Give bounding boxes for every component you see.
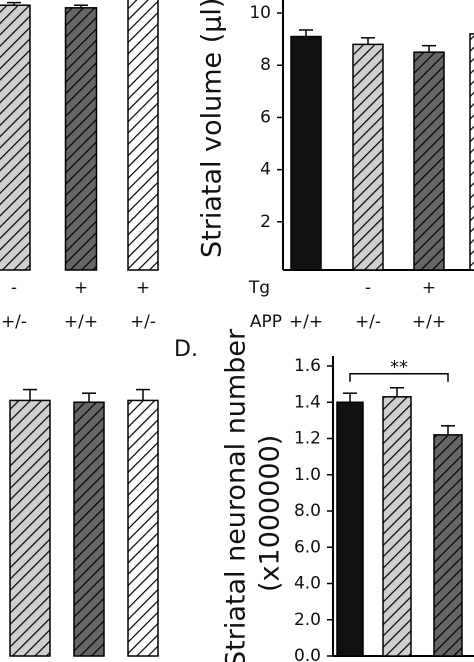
error-bar: [390, 387, 404, 397]
category-label: +/+: [64, 312, 98, 332]
category-label: +/-: [130, 312, 156, 332]
bar: [64, 7, 98, 271]
y-tick-label: 1.6: [294, 356, 321, 376]
bar: [127, 0, 159, 271]
y-axis-title: (x1000000): [255, 435, 286, 592]
category-label: +/+: [289, 312, 323, 332]
error-bar: [7, 1, 21, 6]
error-bar: [74, 4, 88, 8]
y-tick-label: 6.0: [294, 537, 321, 557]
error-bar: [136, 388, 150, 401]
error-bar: [23, 388, 37, 401]
error-bar: [361, 37, 375, 45]
bar: [290, 35, 322, 271]
bar: [73, 401, 105, 657]
category-label: +/-: [1, 312, 27, 332]
bar: [0, 4, 31, 271]
y-tick-label: 1.2: [294, 429, 321, 449]
bar: [469, 33, 474, 271]
category-label: -: [11, 278, 17, 298]
y-axis-title: Striatal neuronal number: [221, 328, 252, 662]
y-tick-label: 10: [249, 3, 271, 23]
y-tick-label: 0.0: [294, 646, 321, 662]
bar: [433, 434, 463, 657]
bar: [382, 396, 412, 657]
category-label: +/+: [412, 312, 446, 332]
error-bar: [422, 44, 436, 53]
category-label: +: [74, 278, 88, 298]
category-label: +/-: [355, 312, 381, 332]
significance-bracket: [349, 373, 449, 382]
bar: [352, 43, 384, 271]
significance-label: **: [390, 357, 408, 378]
y-tick-label: 6: [260, 107, 271, 127]
error-bar: [343, 392, 357, 403]
panel-label: D.: [174, 337, 198, 362]
category-label: +: [136, 278, 150, 298]
row-title: APP: [250, 312, 282, 332]
y-tick-label: 8.0: [294, 501, 321, 521]
y-tick-label: 4.0: [294, 574, 321, 594]
y-axis-title: Striatal volume (µl): [197, 0, 228, 258]
bar: [413, 51, 445, 271]
row-title: Tg: [248, 278, 270, 298]
bar: [9, 399, 51, 657]
error-bar: [299, 29, 313, 37]
category-label: -: [365, 278, 371, 298]
error-bar: [82, 392, 96, 403]
y-tick-label: 2: [260, 212, 271, 232]
y-tick-label: 8: [260, 55, 271, 75]
y-tick-label: 4: [260, 160, 271, 180]
bar: [127, 399, 159, 657]
y-tick-label: 1.0: [294, 465, 321, 485]
error-bar: [441, 425, 455, 435]
y-tick-label: 1.4: [294, 392, 321, 412]
bar: [336, 401, 364, 657]
y-tick-label: 2.0: [294, 610, 321, 630]
category-label: +: [422, 278, 436, 298]
